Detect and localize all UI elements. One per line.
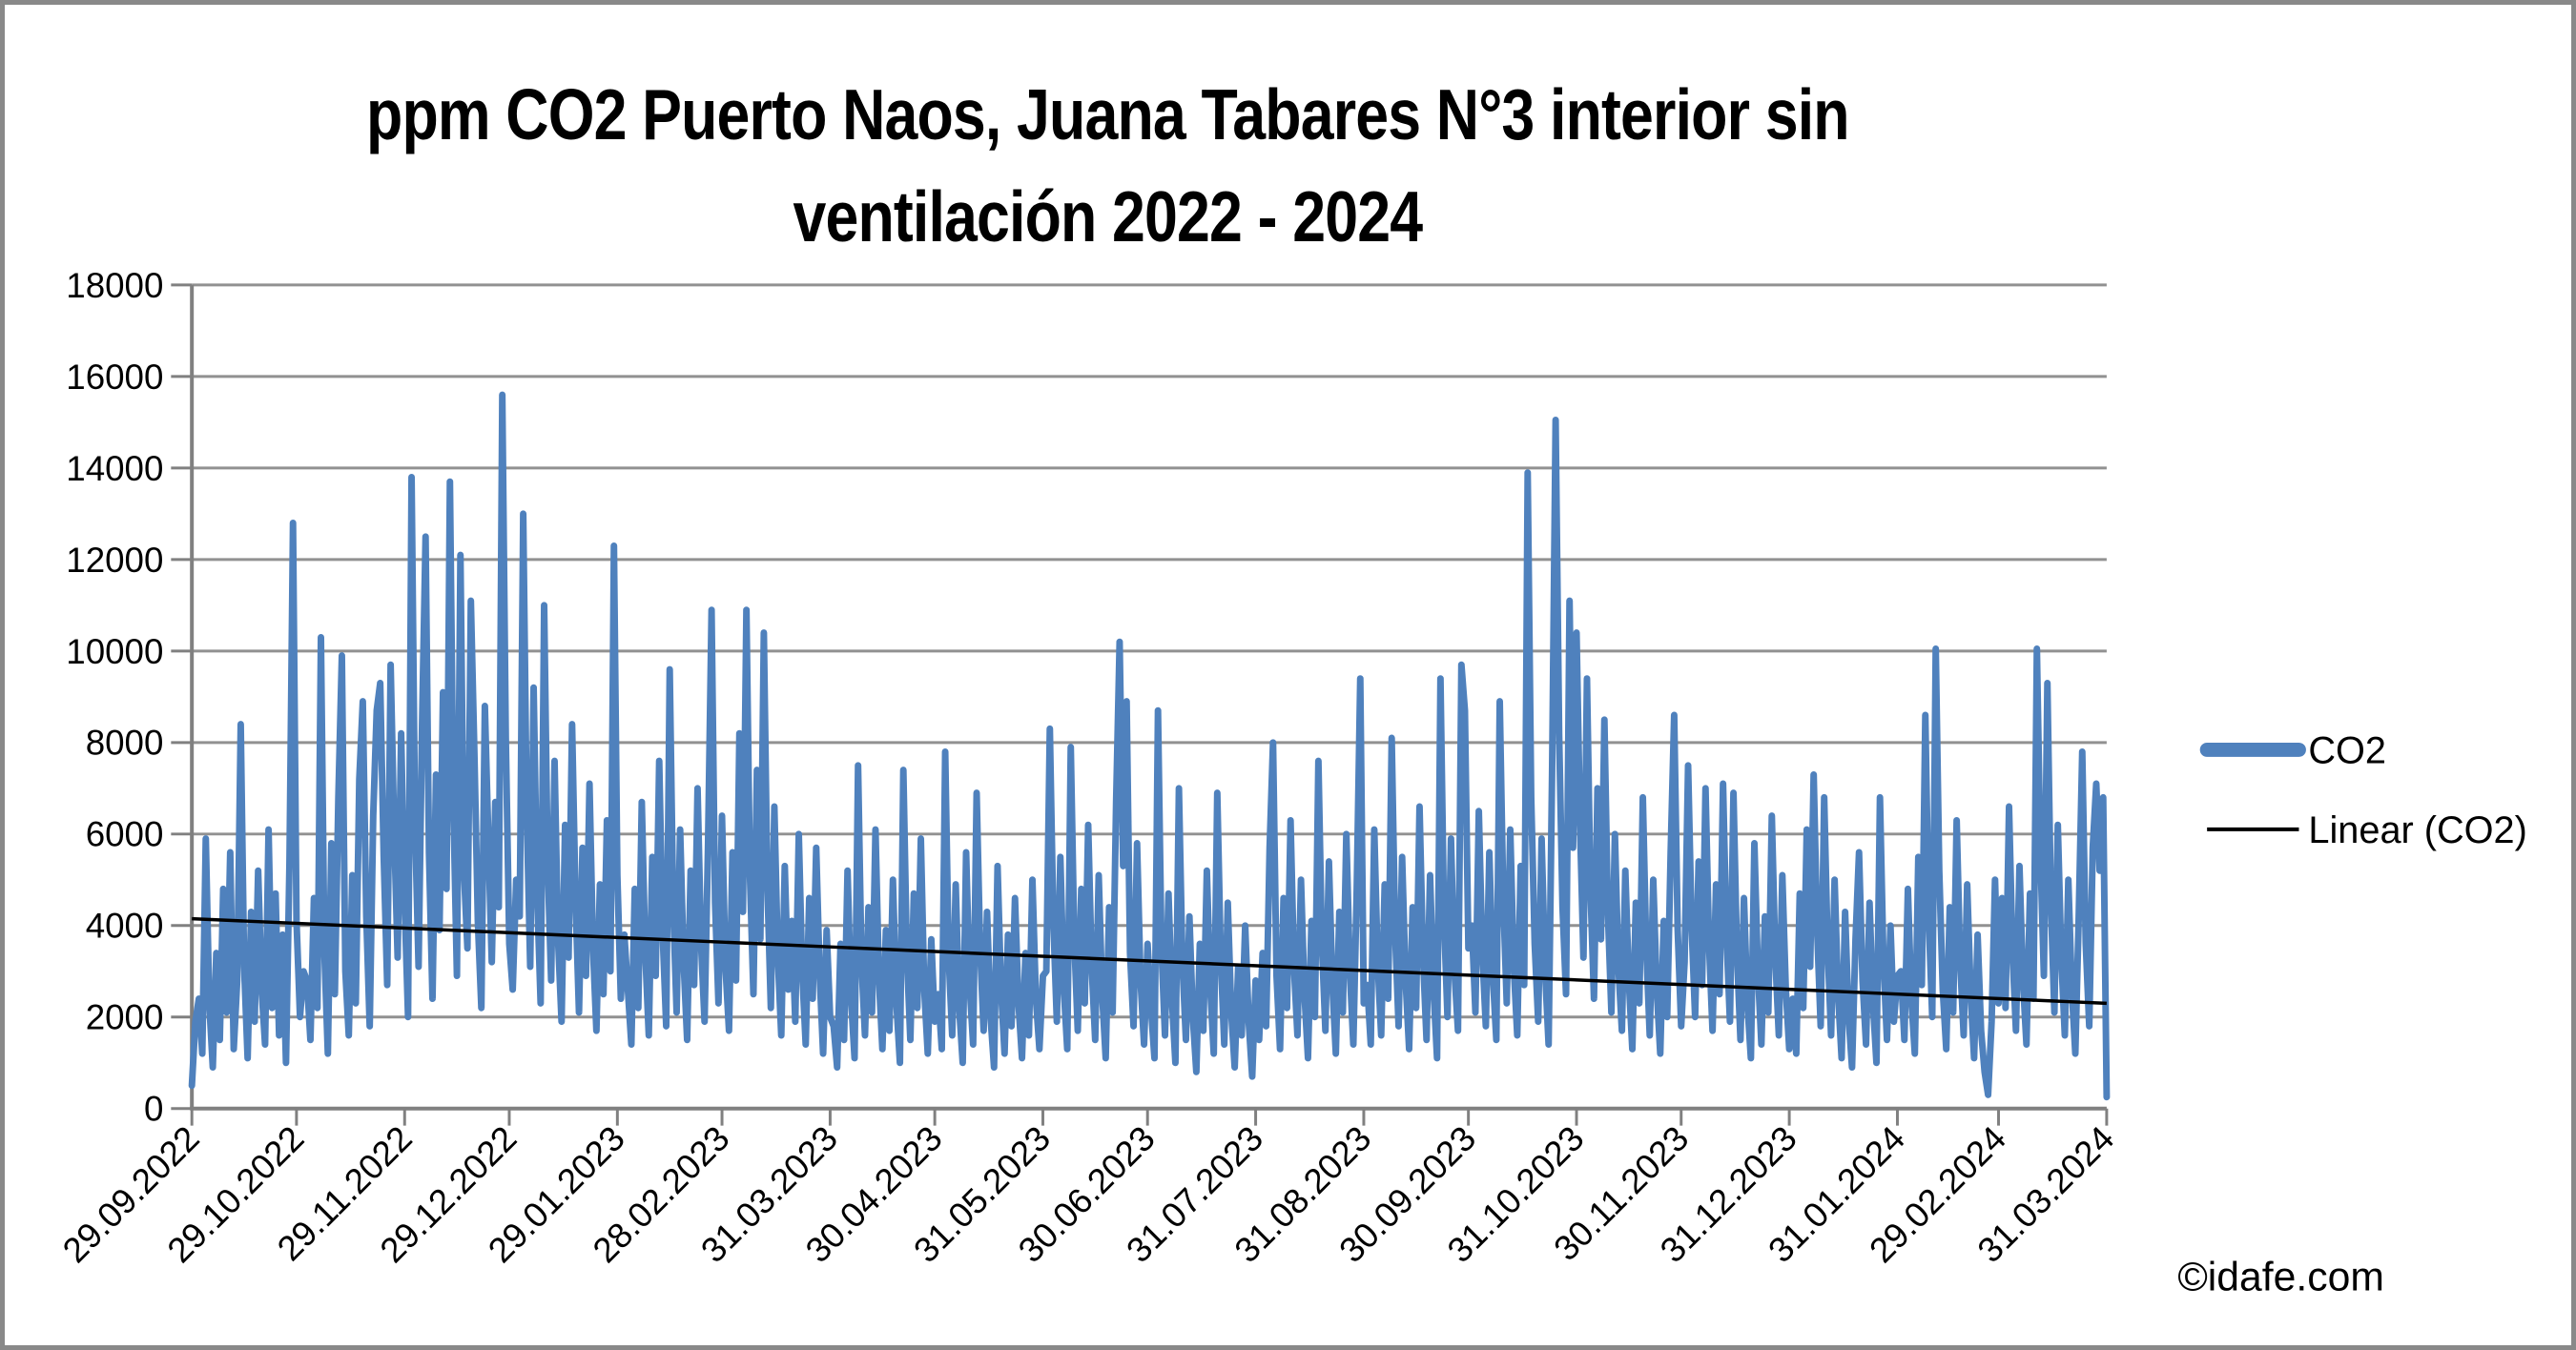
linear-trendline xyxy=(192,916,2107,1006)
co2-series-line xyxy=(188,391,2111,1101)
series-layer xyxy=(188,391,2111,1101)
co2-chart: 0 2000 4000 6000 8000 10000 12000 14000 16000 180… xyxy=(55,73,2527,1299)
y-axis-label-10000: 10000 xyxy=(66,632,163,671)
chart-title-line1: ppm CO2 Puerto Naos, Juana Tabares N°3 i… xyxy=(366,73,1849,154)
legend-co2-label: CO2 xyxy=(2308,729,2386,771)
y-axis-label-8000: 8000 xyxy=(86,724,164,763)
y-axis-label-0: 0 xyxy=(144,1090,163,1129)
y-axis-label-2000: 2000 xyxy=(86,998,164,1037)
y-axis-label-4000: 4000 xyxy=(86,907,164,946)
copyright-text: ©idafe.com xyxy=(2177,1254,2384,1299)
legend: CO2 Linear (CO2) xyxy=(2199,729,2527,851)
y-axis-label-14000: 14000 xyxy=(66,449,163,488)
chart-title: ppm CO2 Puerto Naos, Juana Tabares N°3 i… xyxy=(366,73,1849,256)
y-axis-label-6000: 6000 xyxy=(86,815,164,854)
axes xyxy=(171,283,2109,1126)
chart-title-line2: ventilación 2022 - 2024 xyxy=(793,176,1423,257)
legend-linear-label: Linear (CO2) xyxy=(2308,809,2526,851)
y-axis-label-16000: 16000 xyxy=(66,358,163,397)
y-axis-label-12000: 12000 xyxy=(66,541,163,580)
y-axis-label-18000: 18000 xyxy=(66,266,163,305)
